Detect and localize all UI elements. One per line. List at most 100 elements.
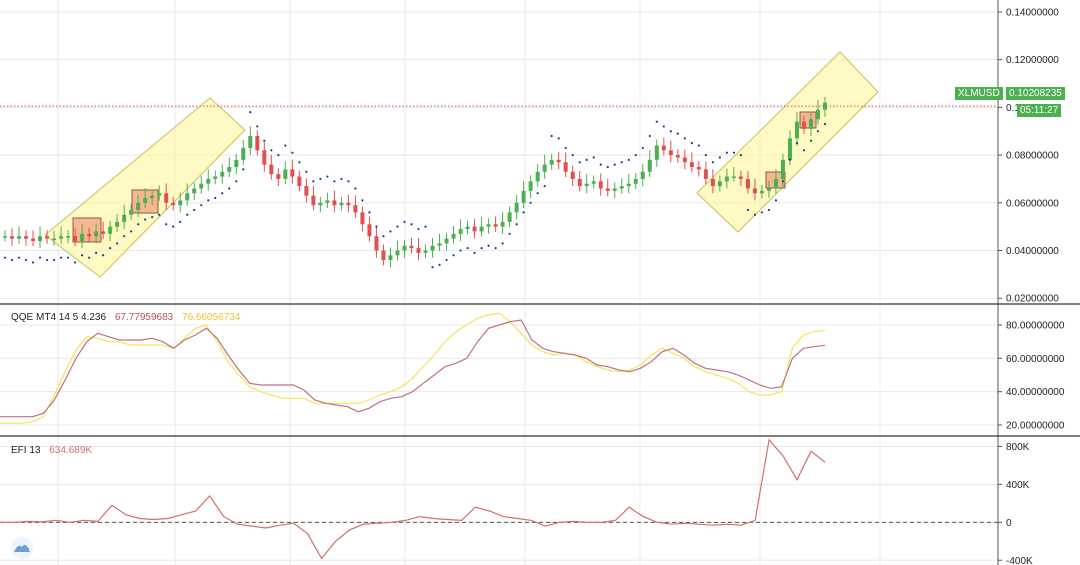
sar-dot	[781, 180, 785, 183]
tradingview-logo-icon[interactable]	[11, 537, 33, 559]
price-tick-label: 0.08000000	[1006, 151, 1059, 162]
candle-body	[66, 236, 71, 238]
candle-body	[738, 176, 743, 179]
candle-body	[605, 188, 610, 191]
efi-line	[0, 438, 998, 560]
efi-tick-label: 800K	[1006, 442, 1030, 453]
sar-dot	[88, 256, 91, 259]
price-tick-label: 0.02000000	[1006, 294, 1059, 305]
candle-body	[248, 135, 253, 148]
candle-body	[87, 233, 92, 237]
candle-body	[269, 164, 274, 175]
candle-body	[101, 231, 106, 234]
sar-dot	[102, 254, 105, 257]
sar-dot	[655, 120, 658, 123]
sar-dot	[627, 158, 630, 161]
sar-dot	[760, 211, 764, 214]
candle-body	[584, 183, 589, 187]
candle-body	[682, 157, 687, 163]
sar-dot	[368, 211, 371, 214]
sar-dot	[319, 177, 322, 181]
sar-dot	[52, 258, 56, 262]
candle-body	[493, 224, 498, 227]
candle-body	[192, 188, 197, 194]
candle-body	[773, 178, 778, 189]
sar-dot	[620, 161, 623, 164]
candle-body	[528, 181, 533, 191]
sar-dot	[445, 258, 448, 262]
candle-body	[591, 181, 596, 184]
candle-body	[367, 224, 372, 237]
sar-dot	[59, 256, 63, 259]
sar-dot	[753, 213, 757, 216]
candle-body	[409, 245, 414, 249]
sar-dot	[263, 139, 266, 142]
candle-body	[437, 243, 442, 246]
sar-dot	[17, 256, 21, 259]
efi-line	[0, 438, 826, 560]
price-tick-label: 0.14000000	[1006, 7, 1059, 18]
sar-dot	[809, 139, 813, 142]
candle-body	[395, 250, 400, 256]
sar-dot	[788, 158, 792, 161]
candle-body	[73, 236, 78, 241]
candle-body	[206, 178, 211, 184]
sar-dot	[200, 204, 203, 207]
candle-body	[787, 138, 792, 160]
candle-body	[115, 221, 120, 227]
sar-dot	[494, 247, 497, 250]
candle-body	[178, 200, 183, 206]
qqe-signal-line	[0, 312, 826, 424]
sar-dot	[648, 134, 651, 138]
candle-body	[164, 193, 169, 203]
candle-body	[129, 209, 134, 215]
candle-body	[640, 171, 645, 179]
sar-dot	[80, 254, 84, 257]
sar-dot	[578, 161, 581, 164]
candle-body	[297, 176, 302, 187]
sar-dot	[501, 242, 504, 245]
candle-body	[801, 121, 806, 129]
sar-dot	[389, 230, 392, 233]
sar-dot	[515, 223, 518, 226]
sar-dot	[396, 225, 399, 228]
highlight-square	[72, 217, 102, 243]
qqe-label: QQE MT4 14 5 4.236	[11, 312, 107, 323]
candle-body	[808, 119, 813, 129]
sar-dot	[31, 261, 35, 264]
candle-body	[416, 248, 421, 253]
price-tick-label: 0.06000000	[1006, 198, 1059, 209]
candle-body	[157, 193, 162, 196]
sar-dot	[641, 146, 644, 150]
sar-dot	[557, 137, 560, 140]
candle-body	[619, 186, 624, 189]
sar-dot	[151, 216, 154, 219]
candle-body	[52, 238, 57, 241]
sar-dot	[66, 256, 70, 259]
candle-body	[507, 212, 512, 222]
sar-dot	[522, 211, 525, 214]
sar-dot	[473, 251, 476, 254]
sar-dot	[802, 149, 806, 152]
sar-dot	[45, 258, 49, 262]
candle-body	[542, 164, 547, 172]
candle-body	[108, 226, 113, 234]
candle-body	[759, 190, 764, 194]
sar-dot	[725, 151, 728, 154]
countdown-tag: 05:11:27	[1017, 104, 1062, 117]
sar-dot	[375, 225, 378, 228]
channel-boxes	[44, 51, 879, 278]
candle-body	[402, 245, 407, 251]
sar-dot	[452, 254, 455, 257]
qqe-tick-label: 80.00000000	[1006, 321, 1065, 332]
sar-dot	[480, 247, 483, 250]
efi-legend: EFI 13 634.689K	[11, 445, 98, 456]
efi-tick-label: -400K	[1006, 556, 1033, 565]
candle-body	[185, 193, 190, 201]
qqe-legend: QQE MT4 14 5 4.236 67.77959683 76.660567…	[11, 312, 246, 323]
sar-dot	[242, 168, 245, 171]
sar-dot	[235, 180, 238, 183]
candle-body	[703, 169, 708, 179]
sar-dot	[718, 156, 721, 159]
